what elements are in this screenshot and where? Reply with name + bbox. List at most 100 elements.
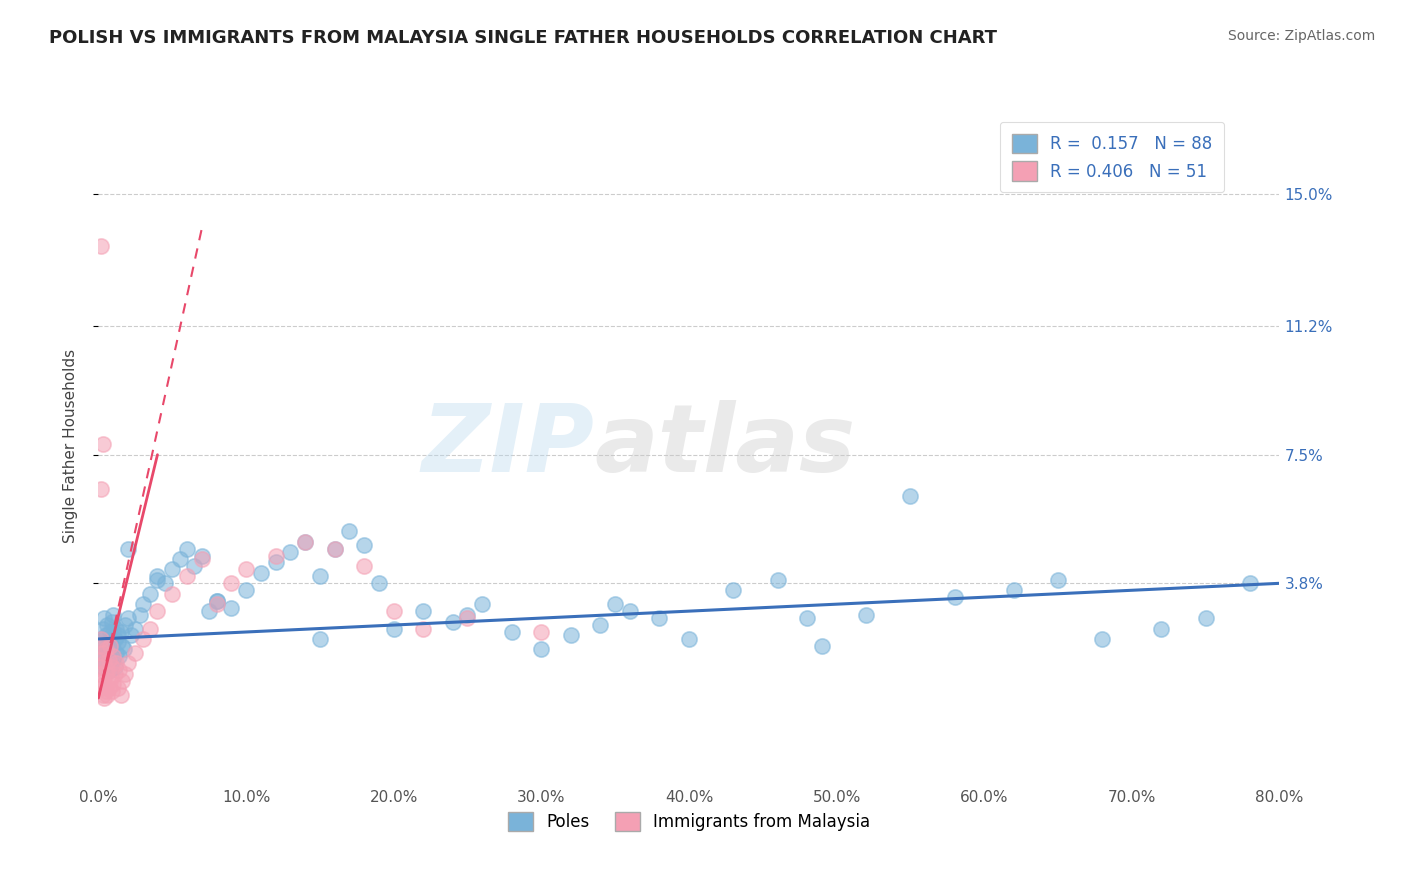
Point bbox=[1150, 622, 1173, 636]
Point bbox=[124, 646, 146, 660]
Point bbox=[103, 625, 125, 640]
Legend: Poles, Immigrants from Malaysia: Poles, Immigrants from Malaysia bbox=[502, 805, 876, 838]
Point bbox=[382, 622, 405, 636]
Point bbox=[103, 677, 125, 691]
Point bbox=[264, 556, 287, 570]
Point bbox=[93, 657, 115, 671]
Text: Source: ZipAtlas.com: Source: ZipAtlas.com bbox=[1227, 29, 1375, 43]
Point bbox=[146, 573, 169, 587]
Point bbox=[678, 632, 700, 646]
Point bbox=[124, 622, 146, 636]
Point bbox=[89, 639, 111, 653]
Point bbox=[94, 649, 117, 664]
Text: POLISH VS IMMIGRANTS FROM MALAYSIA SINGLE FATHER HOUSEHOLDS CORRELATION CHART: POLISH VS IMMIGRANTS FROM MALAYSIA SINGL… bbox=[49, 29, 997, 46]
Point bbox=[855, 607, 877, 622]
Point bbox=[111, 673, 134, 688]
Point bbox=[111, 639, 134, 653]
Point bbox=[619, 604, 641, 618]
Point bbox=[605, 597, 627, 611]
Point bbox=[1091, 632, 1114, 646]
Point bbox=[107, 635, 129, 649]
Point bbox=[105, 622, 128, 636]
Point bbox=[323, 541, 346, 556]
Point bbox=[91, 659, 114, 673]
Point bbox=[264, 549, 287, 563]
Point bbox=[120, 628, 142, 642]
Point bbox=[103, 653, 125, 667]
Point bbox=[128, 607, 150, 622]
Point bbox=[205, 593, 228, 607]
Point bbox=[1195, 611, 1218, 625]
Point bbox=[94, 628, 117, 642]
Point bbox=[412, 604, 434, 618]
Point bbox=[471, 597, 494, 611]
Point bbox=[796, 611, 818, 625]
Point bbox=[1002, 583, 1025, 598]
Point bbox=[457, 607, 479, 622]
Point bbox=[93, 691, 115, 706]
Point bbox=[139, 587, 162, 601]
Point bbox=[98, 663, 121, 677]
Point bbox=[943, 591, 966, 605]
Point bbox=[90, 239, 112, 253]
Point bbox=[100, 639, 122, 653]
Point bbox=[104, 659, 127, 673]
Point bbox=[146, 604, 169, 618]
Point bbox=[221, 576, 243, 591]
Point bbox=[368, 576, 391, 591]
Point bbox=[139, 622, 162, 636]
Point bbox=[1239, 576, 1261, 591]
Point bbox=[97, 635, 120, 649]
Point bbox=[353, 558, 375, 573]
Point bbox=[96, 688, 118, 702]
Point bbox=[530, 625, 553, 640]
Point bbox=[90, 681, 112, 695]
Point bbox=[221, 600, 243, 615]
Point bbox=[900, 490, 922, 504]
Point bbox=[648, 611, 671, 625]
Point bbox=[96, 639, 118, 653]
Point bbox=[183, 558, 205, 573]
Point bbox=[105, 646, 128, 660]
Point bbox=[97, 653, 120, 667]
Point bbox=[96, 642, 118, 657]
Point bbox=[766, 573, 789, 587]
Point bbox=[560, 628, 582, 642]
Point bbox=[280, 545, 302, 559]
Point bbox=[146, 569, 169, 583]
Point bbox=[132, 632, 155, 646]
Point bbox=[104, 632, 127, 646]
Point bbox=[91, 437, 114, 451]
Text: atlas: atlas bbox=[595, 400, 856, 492]
Point bbox=[93, 639, 115, 653]
Y-axis label: Single Father Households: Single Father Households bbox=[63, 349, 77, 543]
Point bbox=[91, 646, 114, 660]
Point bbox=[90, 632, 112, 646]
Point bbox=[153, 576, 176, 591]
Point bbox=[205, 597, 228, 611]
Point bbox=[94, 684, 117, 698]
Point bbox=[104, 666, 127, 681]
Point bbox=[103, 607, 125, 622]
Point bbox=[169, 552, 191, 566]
Point bbox=[90, 483, 112, 497]
Point bbox=[457, 611, 479, 625]
Point bbox=[97, 681, 120, 695]
Point bbox=[100, 659, 122, 673]
Point bbox=[98, 639, 121, 653]
Point bbox=[107, 628, 129, 642]
Point bbox=[93, 677, 115, 691]
Point bbox=[589, 618, 612, 632]
Point bbox=[112, 642, 135, 657]
Point bbox=[309, 632, 332, 646]
Point bbox=[100, 684, 122, 698]
Point bbox=[530, 642, 553, 657]
Point bbox=[353, 538, 375, 552]
Point bbox=[117, 541, 139, 556]
Point bbox=[250, 566, 273, 580]
Point bbox=[294, 534, 316, 549]
Point bbox=[89, 666, 111, 681]
Point bbox=[110, 625, 132, 640]
Point bbox=[191, 549, 214, 563]
Point bbox=[176, 541, 198, 556]
